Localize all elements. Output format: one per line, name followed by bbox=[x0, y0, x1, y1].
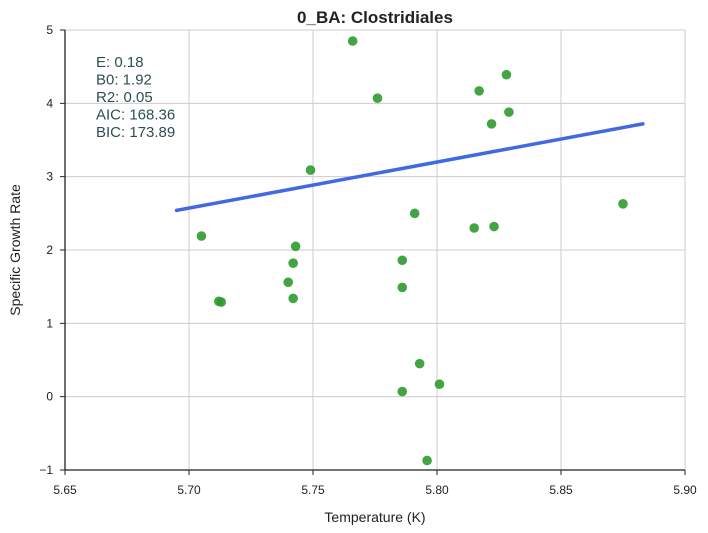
y-ticks: −1 0 1 2 3 4 5 bbox=[39, 23, 65, 477]
fit-statistics-annotation: E: 0.18 B0: 1.92 R2: 0.05 AIC: 168.36 BI… bbox=[96, 54, 175, 141]
data-point bbox=[196, 231, 207, 241]
y-tick-label: 4 bbox=[46, 96, 53, 110]
x-tick-label: 5.65 bbox=[53, 483, 77, 497]
data-point bbox=[397, 282, 408, 293]
y-tick-label: 2 bbox=[46, 243, 53, 257]
data-point bbox=[288, 258, 298, 269]
data-point bbox=[486, 119, 497, 129]
data-point bbox=[618, 199, 628, 209]
data-point bbox=[288, 293, 298, 304]
x-tick-label: 5.70 bbox=[177, 483, 201, 497]
data-point bbox=[489, 221, 499, 232]
y-axis-label: Specific Growth Rate bbox=[7, 184, 23, 316]
y-tick-label: 0 bbox=[46, 390, 53, 404]
data-point bbox=[422, 455, 432, 466]
grid-lines bbox=[65, 29, 686, 470]
data-point bbox=[414, 358, 425, 369]
data-point bbox=[474, 86, 484, 96]
data-point bbox=[469, 223, 480, 233]
x-tick-label: 5.75 bbox=[301, 483, 325, 497]
y-tick-label: 1 bbox=[46, 316, 53, 330]
annotation-line-b0: B0: 1.92 bbox=[96, 72, 152, 89]
data-point bbox=[290, 241, 301, 252]
annotation-line-r2: R2: 0.05 bbox=[96, 89, 153, 106]
annotation-line-bic: BIC: 173.89 bbox=[96, 124, 175, 141]
data-points bbox=[196, 36, 628, 466]
data-point bbox=[216, 297, 227, 307]
data-point bbox=[305, 165, 316, 175]
data-point bbox=[501, 69, 512, 80]
y-tick-label: 5 bbox=[46, 23, 53, 37]
data-point bbox=[397, 255, 408, 266]
data-point bbox=[347, 36, 358, 46]
data-point bbox=[409, 208, 420, 219]
x-tick-label: 5.85 bbox=[549, 483, 573, 497]
chart-title: 0_BA: Clostridiales bbox=[297, 8, 453, 27]
data-point bbox=[504, 107, 514, 117]
data-point bbox=[434, 379, 445, 390]
data-point bbox=[372, 93, 383, 103]
regression-line bbox=[174, 122, 645, 213]
x-ticks: 5.65 5.70 5.75 5.80 5.85 5.90 bbox=[53, 470, 697, 497]
x-axis-label: Temperature (K) bbox=[324, 509, 425, 525]
x-tick-label: 5.90 bbox=[673, 483, 697, 497]
data-point bbox=[397, 386, 408, 397]
x-tick-label: 5.80 bbox=[425, 483, 449, 497]
annotation-line-e: E: 0.18 bbox=[96, 54, 144, 71]
annotation-line-aic: AIC: 168.36 bbox=[96, 107, 175, 124]
y-tick-label: 3 bbox=[46, 170, 53, 184]
y-tick-label: −1 bbox=[39, 463, 53, 477]
data-point bbox=[283, 277, 294, 288]
